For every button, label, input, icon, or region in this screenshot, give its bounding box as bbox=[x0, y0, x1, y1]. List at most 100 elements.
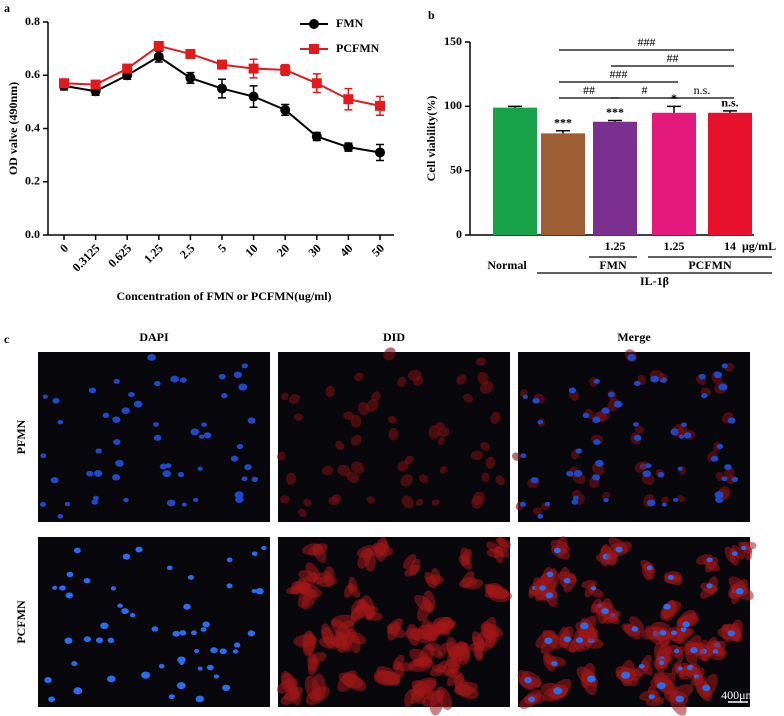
membrane-stain bbox=[407, 369, 422, 382]
x-tick-label: 1.25 bbox=[664, 239, 685, 253]
nucleus bbox=[673, 497, 679, 502]
nucleus bbox=[159, 463, 168, 470]
micrograph bbox=[517, 536, 757, 716]
x-tick-label: 20 bbox=[274, 241, 292, 259]
membrane-stain bbox=[533, 507, 543, 516]
marker bbox=[122, 63, 133, 74]
nucleus bbox=[251, 476, 259, 483]
membrane-stain bbox=[415, 498, 424, 507]
membrane-stain bbox=[350, 414, 362, 428]
nucleus bbox=[544, 501, 551, 507]
nucleus bbox=[532, 397, 540, 404]
nucleus bbox=[179, 660, 185, 665]
nucleus bbox=[648, 694, 655, 700]
membrane-stain bbox=[350, 434, 362, 446]
bar bbox=[493, 107, 537, 235]
nucleus bbox=[202, 621, 210, 628]
error-bar bbox=[508, 105, 522, 108]
nucleus bbox=[201, 422, 207, 427]
nucleus bbox=[551, 661, 558, 667]
nucleus bbox=[595, 459, 604, 467]
nucleus bbox=[571, 499, 579, 505]
nucleus bbox=[190, 428, 200, 436]
nucleus bbox=[221, 393, 228, 399]
comparison-label: ### bbox=[638, 35, 656, 49]
nucleus bbox=[151, 626, 159, 632]
nucleus bbox=[40, 453, 47, 459]
nucleus bbox=[530, 476, 539, 484]
nucleus bbox=[587, 675, 596, 683]
y-tick-label: 0.0 bbox=[25, 227, 40, 241]
membrane-stain bbox=[343, 411, 354, 421]
nucleus bbox=[255, 588, 264, 595]
membrane-stain bbox=[463, 393, 474, 403]
membrane-stain bbox=[436, 686, 453, 710]
nucleus bbox=[568, 387, 577, 394]
nucleus bbox=[39, 501, 47, 507]
nucleus bbox=[177, 656, 186, 664]
nucleus bbox=[539, 585, 546, 591]
nucleus bbox=[633, 380, 641, 387]
membrane-stain bbox=[730, 619, 743, 642]
column-label: DID bbox=[383, 330, 405, 344]
x-tick-label: 0 bbox=[57, 241, 71, 255]
nucleus bbox=[701, 393, 708, 399]
marker bbox=[343, 142, 354, 153]
membrane-stain bbox=[411, 656, 426, 668]
nucleus bbox=[667, 574, 674, 580]
nucleus bbox=[663, 603, 671, 610]
nucleus bbox=[172, 630, 181, 637]
nucleus bbox=[236, 443, 244, 449]
nucleus bbox=[621, 671, 631, 679]
nucleus bbox=[133, 400, 143, 408]
nucleus bbox=[83, 578, 91, 584]
membrane-stain bbox=[388, 427, 399, 441]
nucleus bbox=[213, 674, 220, 679]
membrane-stain bbox=[387, 623, 406, 638]
x-tick-label: 10 bbox=[242, 241, 260, 259]
nucleus bbox=[141, 671, 151, 679]
membrane-stain bbox=[431, 499, 440, 507]
membrane-stain bbox=[421, 619, 433, 640]
nucleus bbox=[233, 371, 242, 379]
membrane-stain bbox=[660, 600, 677, 620]
nucleus bbox=[601, 407, 610, 415]
membrane-stain bbox=[433, 616, 457, 630]
bar bbox=[541, 133, 585, 235]
comparison-label: ## bbox=[583, 83, 595, 97]
nucleus bbox=[710, 455, 719, 462]
error-bar bbox=[723, 110, 737, 113]
x-tick-label: 40 bbox=[337, 241, 355, 259]
nucleus bbox=[86, 470, 94, 477]
nucleus bbox=[176, 682, 186, 690]
membrane-stain bbox=[387, 415, 397, 424]
nucleus bbox=[230, 455, 239, 462]
membrane-stain bbox=[363, 549, 376, 572]
membrane-stain bbox=[372, 542, 394, 557]
membrane-stain bbox=[590, 598, 602, 614]
nucleus bbox=[627, 354, 636, 361]
membrane-stain bbox=[601, 491, 611, 500]
nucleus bbox=[218, 373, 226, 380]
membrane-stain bbox=[428, 425, 440, 440]
nucleus bbox=[232, 649, 239, 654]
nucleus bbox=[706, 557, 713, 563]
membrane-stain bbox=[724, 546, 736, 563]
y-axis-label: Cell viability(%) bbox=[424, 96, 438, 182]
membrane-stain bbox=[453, 675, 471, 697]
nucleus bbox=[718, 383, 728, 391]
membrane-stain bbox=[347, 631, 367, 645]
comparison-label: ### bbox=[610, 67, 628, 81]
nucleus bbox=[187, 574, 194, 580]
membrane-stain bbox=[406, 623, 420, 646]
nucleus bbox=[122, 553, 131, 560]
membrane-stain bbox=[639, 461, 649, 470]
nucleus bbox=[677, 466, 683, 471]
nucleus bbox=[226, 557, 233, 563]
nucleus bbox=[721, 476, 728, 482]
nucleus bbox=[251, 551, 258, 556]
nucleus bbox=[73, 687, 83, 695]
nucleus bbox=[165, 463, 172, 469]
column-label: DAPI bbox=[139, 330, 169, 344]
